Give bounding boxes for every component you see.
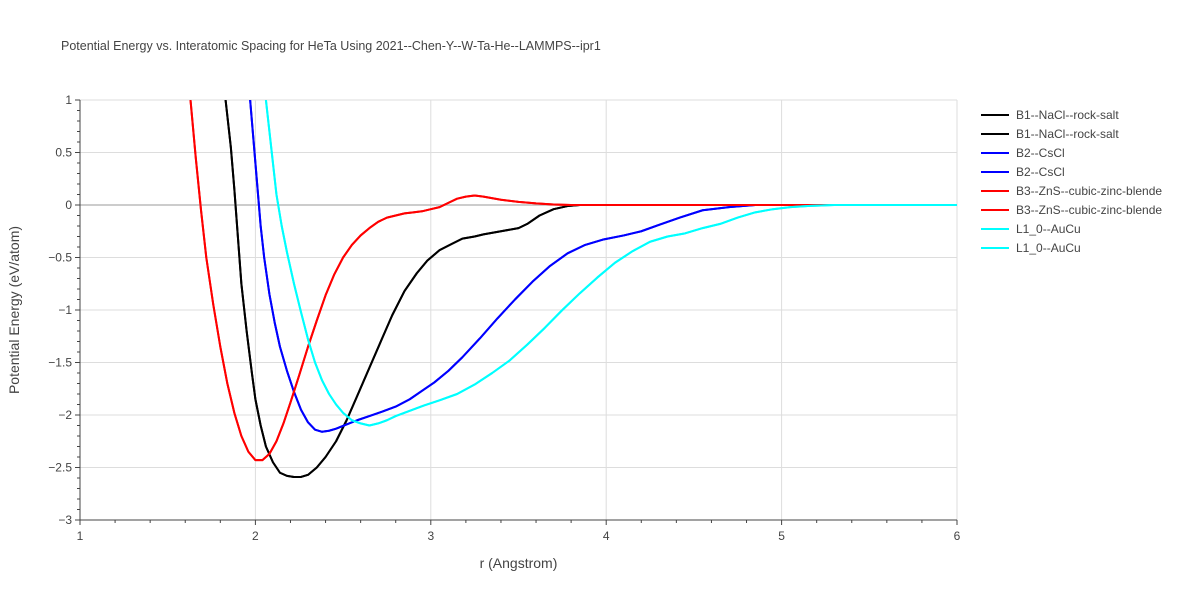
y-tick-label: −2.5 (48, 461, 72, 475)
legend-item[interactable]: L1_0--AuCu (981, 241, 1081, 255)
legend-item[interactable]: B3--ZnS--cubic-zinc-blende (981, 203, 1162, 217)
series-line-7[interactable] (264, 100, 957, 427)
y-tick-label: 0 (65, 198, 72, 212)
y-tick-label: −0.5 (48, 251, 72, 265)
legend-label: B2--CsCl (1016, 146, 1065, 160)
legend-label: B1--NaCl--rock-salt (1016, 127, 1119, 141)
legend-label: L1_0--AuCu (1016, 241, 1081, 255)
legend[interactable]: B1--NaCl--rock-salt B1--NaCl--rock-salt B2… (981, 108, 1162, 255)
x-tick-label: 2 (252, 529, 259, 543)
y-axis-title: Potential Energy (eV/atom) (6, 226, 22, 394)
legend-item[interactable]: B2--CsCl (981, 146, 1065, 160)
x-tick-label: 4 (603, 529, 610, 543)
series-line-1[interactable] (224, 100, 957, 478)
grid (80, 99, 958, 521)
y-tick-label: 1 (65, 93, 72, 107)
series-line-3[interactable] (249, 100, 957, 433)
axes: 1 2 3 4 5 6 −3 −2.5 −2 −1.5 −1 −0.5 0 0.5 1 (48, 93, 960, 543)
legend-item[interactable]: L1_0--AuCu (981, 222, 1081, 236)
x-tick-label: 1 (77, 529, 84, 543)
legend-label: B2--CsCl (1016, 165, 1065, 179)
series-line-6[interactable] (189, 100, 958, 462)
legend-item[interactable]: B2--CsCl (981, 165, 1065, 179)
series-line-2[interactable] (224, 100, 957, 478)
y-tick-label: 0.5 (55, 146, 72, 160)
legend-label: B3--ZnS--cubic-zinc-blende (1016, 203, 1162, 217)
chart-title: Potential Energy vs. Interatomic Spacing… (61, 39, 601, 53)
plot-area (189, 100, 958, 478)
x-tick-label: 3 (427, 529, 434, 543)
x-axis-title: r (Angstrom) (480, 555, 558, 571)
series-line-4[interactable] (249, 100, 957, 433)
series-line-5[interactable] (189, 100, 958, 462)
y-tick-label: −1 (58, 303, 72, 317)
legend-label: B1--NaCl--rock-salt (1016, 108, 1119, 122)
legend-item[interactable]: B3--ZnS--cubic-zinc-blende (981, 184, 1162, 198)
legend-item[interactable]: B1--NaCl--rock-salt (981, 108, 1119, 122)
x-tick-label: 6 (954, 529, 961, 543)
legend-label: L1_0--AuCu (1016, 222, 1081, 236)
x-tick-label: 5 (778, 529, 785, 543)
y-tick-label: −3 (58, 513, 72, 527)
legend-label: B3--ZnS--cubic-zinc-blende (1016, 184, 1162, 198)
legend-item[interactable]: B1--NaCl--rock-salt (981, 127, 1119, 141)
y-tick-label: −1.5 (48, 356, 72, 370)
y-tick-label: −2 (58, 408, 72, 422)
series-line-8[interactable] (264, 100, 957, 427)
